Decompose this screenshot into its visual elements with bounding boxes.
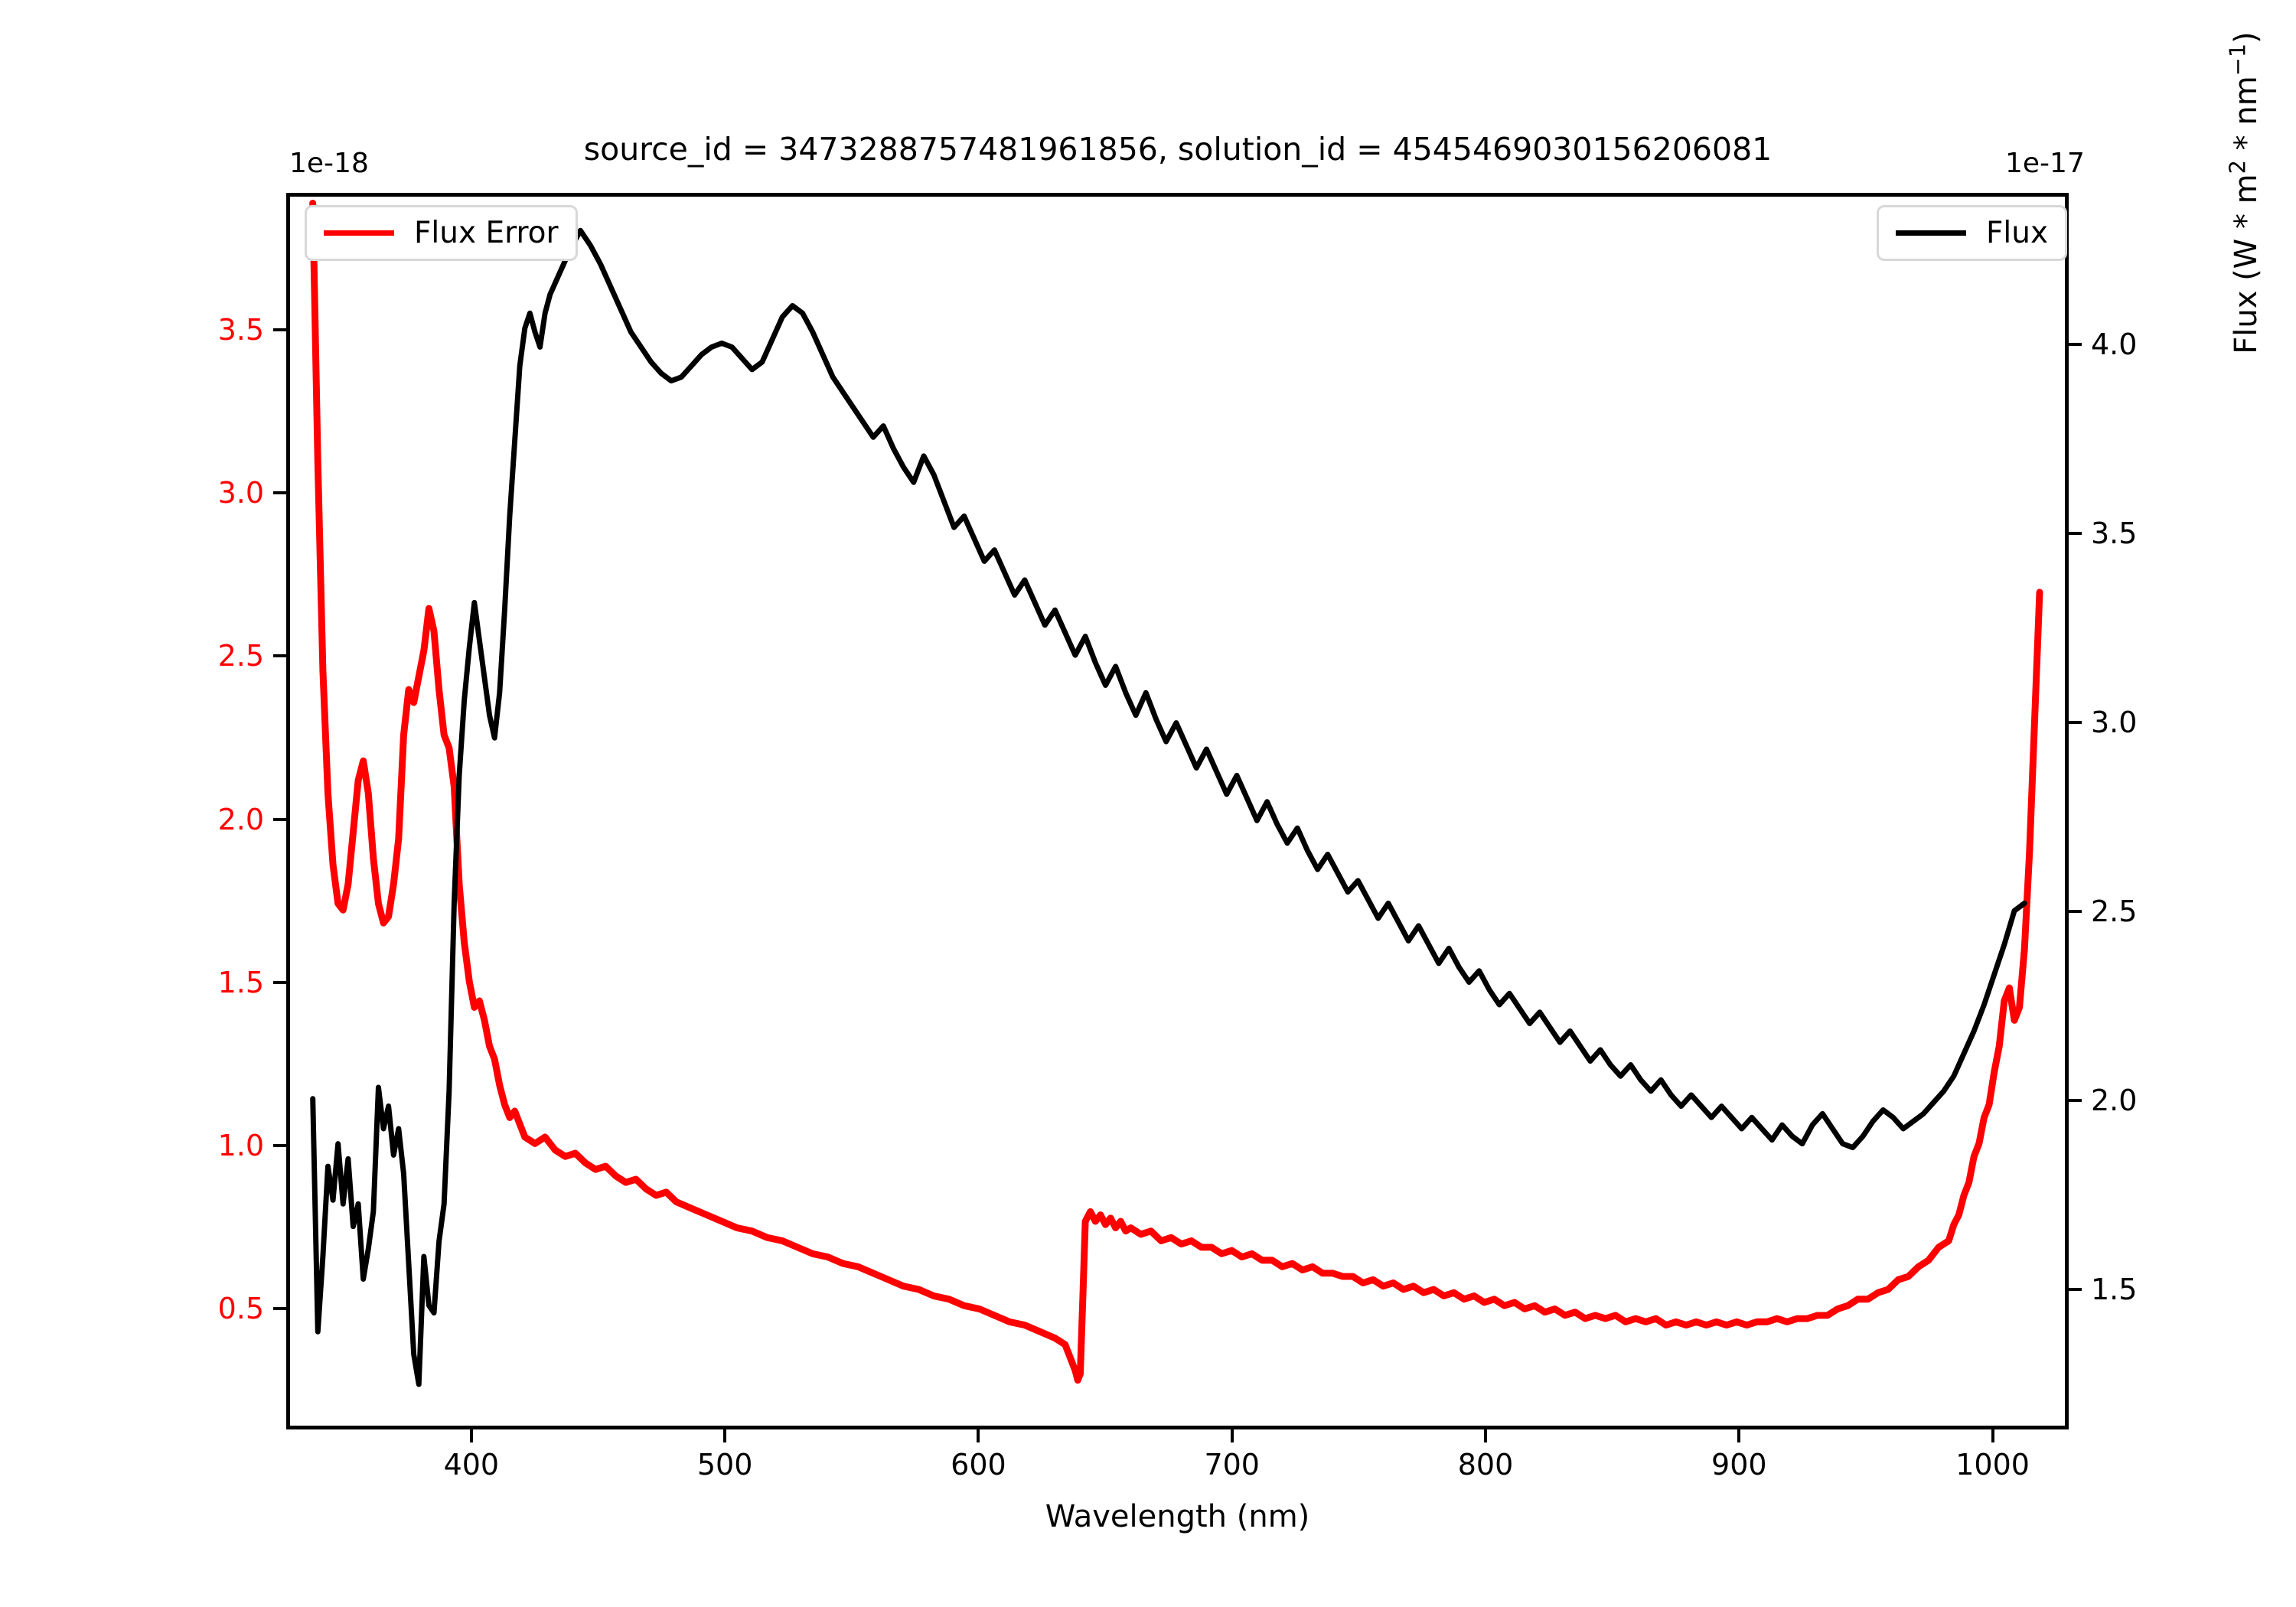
legend-line-swatch-black [1896,230,1966,236]
left-y-tick-label: 3.5 [217,313,264,347]
flux-line [310,227,2027,1387]
left-y-tick-mark [273,1144,286,1148]
x-tick-mark [469,1429,473,1442]
right-y-tick-label: 2.0 [2091,1084,2138,1118]
x-tick-label: 400 [443,1448,500,1482]
flux-error-line [309,200,2043,1384]
left-y-tick-label: 2.5 [217,639,264,673]
x-tick-mark [1230,1429,1234,1442]
legend-flux[interactable]: Flux [1877,205,2068,261]
left-y-tick-mark [273,817,286,821]
right-y-tick-label: 3.0 [2091,705,2138,739]
page-title: source_id = 3473288757481961856, solutio… [583,131,1773,168]
x-tick-label: 700 [1204,1448,1260,1482]
left-y-tick-mark [273,328,286,332]
x-tick-mark [1737,1429,1741,1442]
x-axis-label: Wavelength (nm) [1045,1499,1310,1534]
left-y-tick-label: 1.5 [217,965,264,999]
right-axis-offset-text: 1e-17 [2005,148,2085,179]
right-y-tick-label: 1.5 [2091,1273,2138,1307]
x-tick-label: 600 [951,1448,1006,1482]
left-y-tick-label: 2.0 [217,802,264,836]
left-y-tick-label: 1.0 [217,1129,264,1163]
legend-label-flux: Flux [1986,216,2049,250]
x-tick-mark [723,1429,727,1442]
left-y-tick-mark [273,491,286,495]
plot-axes [286,193,2069,1429]
x-tick-mark [977,1429,980,1442]
right-y-tick-label: 3.5 [2091,516,2138,550]
right-y-tick-mark [2069,720,2082,724]
right-y-tick-label: 4.0 [2091,327,2138,361]
x-tick-mark [1991,1429,1994,1442]
x-tick-label: 500 [696,1448,753,1482]
right-y-axis-label-text: Flux (W * m2 * nm−1) [2225,31,2265,354]
curves-svg [309,200,2043,1387]
left-axis-offset-text: 1e-18 [289,148,369,179]
left-y-tick-label: 3.0 [217,476,264,510]
legend-label-flux-error: Flux Error [414,216,559,250]
x-tick-label: 900 [1711,1448,1767,1482]
x-tick-label: 1000 [1955,1448,2030,1482]
right-y-tick-mark [2069,1099,2082,1103]
x-tick-label: 800 [1457,1448,1514,1482]
left-y-tick-mark [273,980,286,984]
right-y-tick-mark [2069,342,2082,346]
left-y-tick-mark [273,1307,286,1311]
legend-flux-error[interactable]: Flux Error [305,205,578,261]
legend-line-swatch-red [324,230,394,236]
right-y-axis-label: Flux (W * m2 * nm−1) [2225,0,2265,811]
x-tick-mark [1484,1429,1488,1442]
right-y-tick-mark [2069,1288,2082,1292]
left-y-tick-mark [273,654,286,658]
left-y-tick-label: 0.5 [217,1292,264,1326]
right-y-tick-label: 2.5 [2091,894,2138,928]
right-y-tick-mark [2069,531,2082,535]
right-y-tick-mark [2069,909,2082,913]
